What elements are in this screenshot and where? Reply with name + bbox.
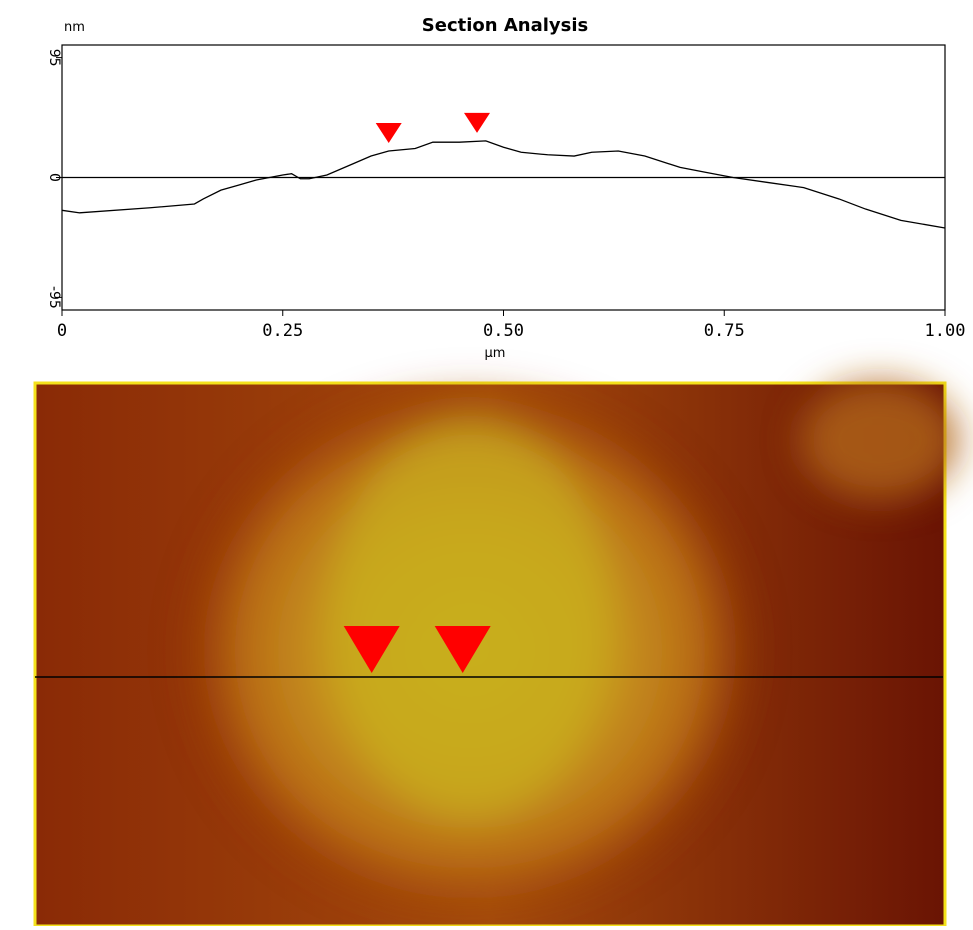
y-tick-label: 0 — [46, 173, 62, 182]
x-tick-label: 0.75 — [704, 321, 745, 341]
image-marker — [343, 626, 400, 673]
x-axis-label: µm — [485, 346, 506, 361]
x-tick-label: 0 — [57, 321, 67, 341]
x-tick-label: 0.25 — [262, 321, 303, 341]
image-marker — [434, 626, 491, 673]
x-tick-label: 1.00 — [925, 321, 966, 341]
afm-image — [33, 380, 960, 928]
y-tick-label: 95 — [46, 49, 62, 67]
chart-title: Section Analysis — [422, 15, 588, 36]
y-unit: nm — [64, 20, 85, 35]
profile-line — [61, 140, 946, 229]
section-marker — [464, 112, 491, 133]
x-tick-label: 0.50 — [483, 321, 524, 341]
section-marker — [375, 123, 402, 143]
y-tick-label: -95 — [46, 286, 62, 309]
